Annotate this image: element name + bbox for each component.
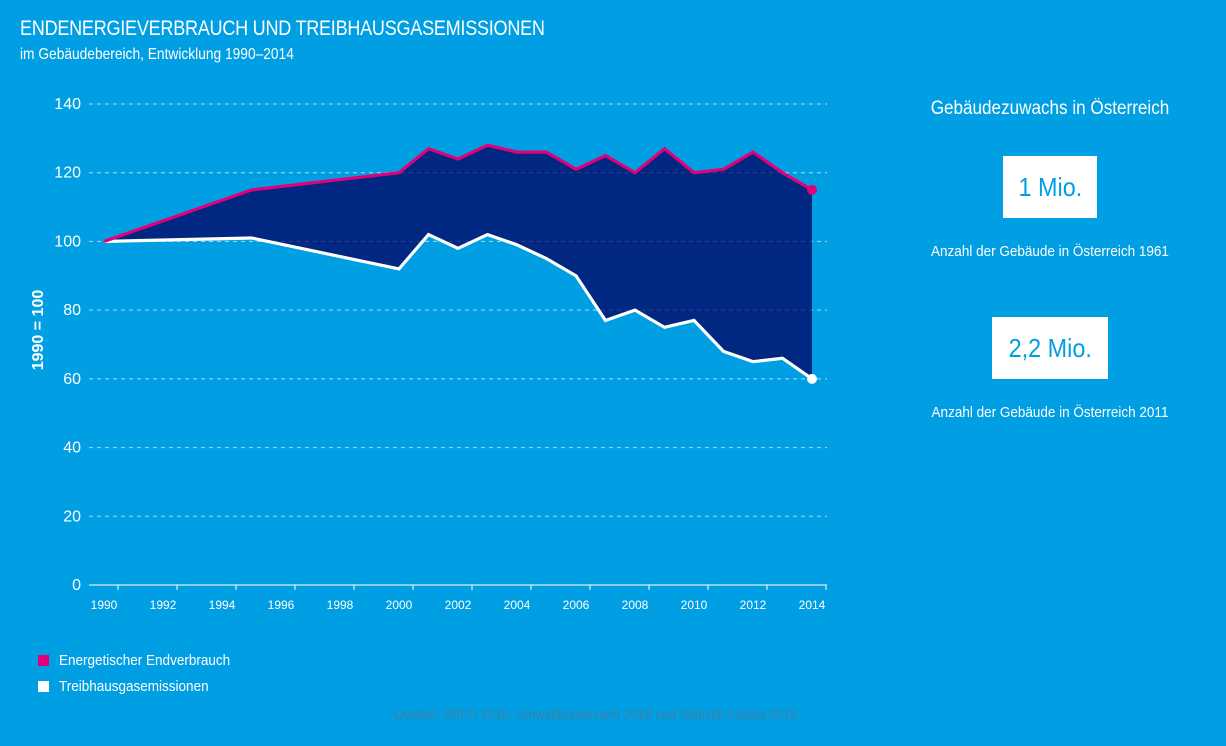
x-tick-label: 1992 bbox=[150, 598, 177, 612]
x-tick-label: 2012 bbox=[740, 598, 767, 612]
legend-item-energy: Energetischer Endverbrauch bbox=[38, 647, 249, 673]
legend-swatch-emissions bbox=[38, 680, 49, 692]
stat-value: 2,2 Mio. bbox=[1008, 333, 1092, 363]
chart-subtitle: im Gebäudebereich, Entwicklung 1990–2014 bbox=[20, 46, 294, 63]
x-tick-label: 1990 bbox=[91, 598, 118, 612]
x-tick-label: 2000 bbox=[386, 598, 413, 612]
x-tick-label: 2006 bbox=[563, 598, 590, 612]
series-lines bbox=[103, 143, 817, 384]
stat-caption-1961: Anzahl der Gebäude in Österreich 1961 bbox=[931, 243, 1169, 260]
x-tick-label: 2010 bbox=[681, 598, 708, 612]
chart-title: ENDENERGIEVERBRAUCH UND TREIBHAUSGASEMIS… bbox=[20, 17, 545, 40]
legend-label: Treibhausgasemissionen bbox=[59, 677, 209, 695]
y-tick-label: 60 bbox=[63, 371, 81, 388]
end-marker-energy bbox=[807, 184, 817, 195]
series-line-emissions bbox=[103, 232, 813, 381]
y-tick-label: 40 bbox=[63, 440, 81, 457]
stat-caption-2011: Anzahl der Gebäude in Österreich 2011 bbox=[931, 404, 1169, 421]
end-marker-emissions bbox=[807, 373, 817, 384]
y-axis-title: 1990 = 100 bbox=[30, 290, 47, 371]
building-growth-panel: Gebäudezuwachs in Österreich 1 Mio. Anza… bbox=[905, 96, 1195, 421]
x-tick-label: 1998 bbox=[327, 598, 354, 612]
x-tick-label: 1996 bbox=[268, 598, 295, 612]
stat-value: 1 Mio. bbox=[1018, 172, 1082, 202]
x-tick-label: 2002 bbox=[445, 598, 472, 612]
stat-box-2011: 2,2 Mio. bbox=[991, 317, 1109, 379]
y-axis-ticks: 0 20 40 60 80 100 120 140 bbox=[54, 96, 81, 594]
x-axis bbox=[89, 584, 827, 590]
y-tick-label: 20 bbox=[63, 508, 81, 525]
stat-box-1961: 1 Mio. bbox=[1002, 156, 1098, 218]
x-axis-ticks: 1990 1992 1994 1996 1998 2000 2002 2004 2006 2008… bbox=[91, 598, 826, 612]
x-tick-label: 2004 bbox=[504, 598, 531, 612]
legend-label: Energetischer Endverbrauch bbox=[59, 651, 231, 669]
line-chart: 0 20 40 60 80 100 120 140 1990 1992 1994 1996 1998 2… bbox=[30, 96, 827, 612]
y-tick-label: 80 bbox=[63, 302, 81, 319]
legend-swatch-energy bbox=[38, 654, 49, 666]
y-tick-label: 100 bbox=[54, 233, 81, 250]
y-tick-label: 120 bbox=[54, 165, 81, 182]
x-tick-label: 2008 bbox=[622, 598, 649, 612]
legend-item-emissions: Treibhausgasemissionen bbox=[38, 673, 249, 699]
gap-area bbox=[104, 145, 812, 379]
x-tick-label: 2014 bbox=[799, 598, 826, 612]
panel-heading: Gebäudezuwachs in Österreich bbox=[930, 98, 1170, 119]
source-note: Quellen: WIFO 2016, Umweltbundesamt 2016… bbox=[394, 706, 798, 722]
legend: Energetischer Endverbrauch Treibhausgase… bbox=[38, 647, 249, 699]
series-line-energy bbox=[103, 143, 813, 243]
y-tick-label: 0 bbox=[72, 577, 81, 594]
y-tick-label: 140 bbox=[54, 96, 81, 113]
gap-area-fill bbox=[104, 145, 812, 379]
x-tick-label: 1994 bbox=[209, 598, 236, 612]
